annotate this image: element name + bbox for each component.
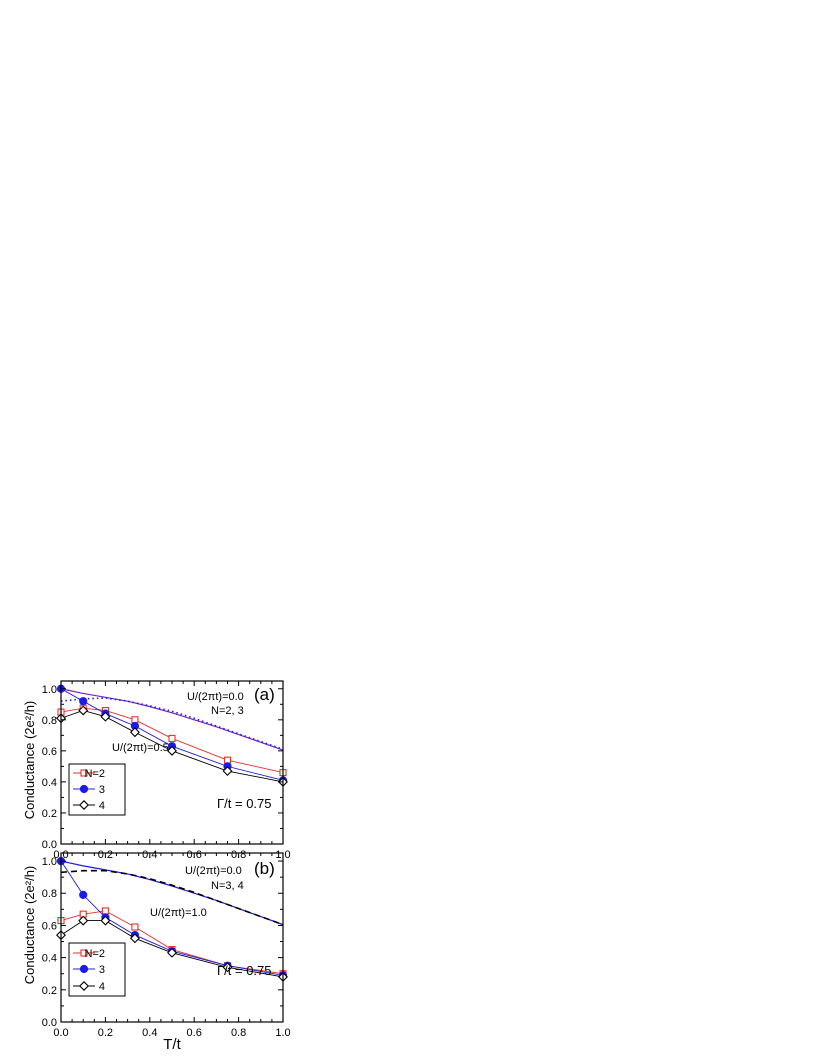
gamma-label: Γ/t = 0.75 — [217, 963, 272, 978]
data-point — [79, 890, 88, 899]
y-tick-label: 0.6 — [42, 746, 57, 758]
legend: N=2 3 4 — [68, 763, 126, 816]
legend-marker — [79, 981, 89, 991]
y-tick-label: 0.4 — [42, 777, 57, 789]
reference-curve — [60, 697, 284, 751]
plot-frame — [60, 852, 284, 1023]
annotation-uval: U/(2πt)=1.0 — [150, 907, 207, 919]
gamma-label: Γ/t = 0.75 — [217, 796, 272, 811]
legend-label: N=2 — [85, 768, 106, 780]
y-tick-label: 1.0 — [42, 856, 57, 868]
legend-marker — [79, 964, 89, 974]
x-tick-label: 0.4 — [142, 1027, 157, 1039]
data-point — [78, 915, 89, 926]
data-point — [131, 716, 139, 724]
data-point — [167, 745, 177, 756]
legend-label: 3 — [99, 964, 105, 976]
y-tick-label: 0.8 — [42, 888, 57, 900]
y-tick-label: 0.2 — [42, 808, 57, 820]
data-point — [222, 766, 233, 777]
data-point — [129, 933, 140, 944]
legend-marker — [79, 800, 89, 810]
annotation-uval: U/(2πt)=0.5 — [112, 742, 169, 754]
y-axis-label: Conductance (2e²/h) — [22, 701, 37, 820]
y-tick-label: 0.8 — [42, 715, 57, 727]
x-tick-label: 0.8 — [231, 1027, 246, 1039]
legend-label: 4 — [99, 800, 105, 812]
legend: N=2 3 4 — [68, 942, 126, 997]
data-point — [100, 915, 111, 926]
data-point — [129, 727, 140, 738]
data-point — [168, 734, 176, 742]
data-point — [101, 907, 109, 915]
y-tick-label: 0.2 — [42, 985, 57, 997]
reference-curve — [60, 869, 284, 926]
legend-label: N=2 — [85, 948, 106, 960]
reference-curve — [60, 688, 284, 751]
panel-label: (b) — [254, 859, 275, 878]
y-tick-label: 0.4 — [42, 953, 57, 965]
x-tick-label: 0.0 — [53, 1027, 68, 1039]
x-tick-label: 0.6 — [187, 1027, 202, 1039]
annotation-u0: U/(2πt)=0.0 — [185, 865, 242, 877]
panel-a: 0.0 0.2 0.4 0.6 0.8 1.00.00.20.40.60.81.0 Con… — [22, 680, 291, 861]
data-point — [223, 756, 232, 764]
legend-box — [68, 942, 126, 997]
y-tick-label: 0.0 — [42, 839, 57, 851]
y-axis-label: Conductance (2e²/h) — [22, 866, 37, 985]
data-point — [79, 697, 88, 706]
plot-frame — [60, 680, 284, 845]
y-tick-label: 1.0 — [42, 684, 57, 696]
y-tick-label: 0.6 — [42, 920, 57, 932]
annotation-u0: U/(2πt)=0.0 — [187, 691, 244, 703]
y-tick-label: 0.0 — [42, 1017, 57, 1029]
data-point — [222, 962, 233, 973]
x-tick-label: 1.0 — [275, 1027, 290, 1039]
panel-b: 0.0 0.2 0.4 0.6 0.8 1.0 0.0 0.2 0.4 0.6 0.8 1.0 Con… — [22, 852, 291, 1053]
legend-box — [68, 763, 126, 816]
x-tick-label: 0.2 — [98, 1027, 113, 1039]
panel-label: (a) — [254, 685, 275, 704]
data-point — [131, 923, 139, 931]
legend-label: 3 — [99, 784, 105, 796]
legend-marker — [80, 949, 88, 957]
data-point — [78, 705, 89, 716]
legend-marker — [79, 784, 89, 794]
x-axis-label: T/t — [163, 1036, 181, 1053]
annotation-nlist: N=3, 4 — [211, 880, 244, 892]
annotation-nlist: N=2, 3 — [211, 705, 244, 717]
legend-label: 4 — [99, 981, 105, 993]
legend-marker — [80, 769, 88, 777]
data-point — [100, 711, 111, 722]
data-point — [167, 947, 177, 958]
